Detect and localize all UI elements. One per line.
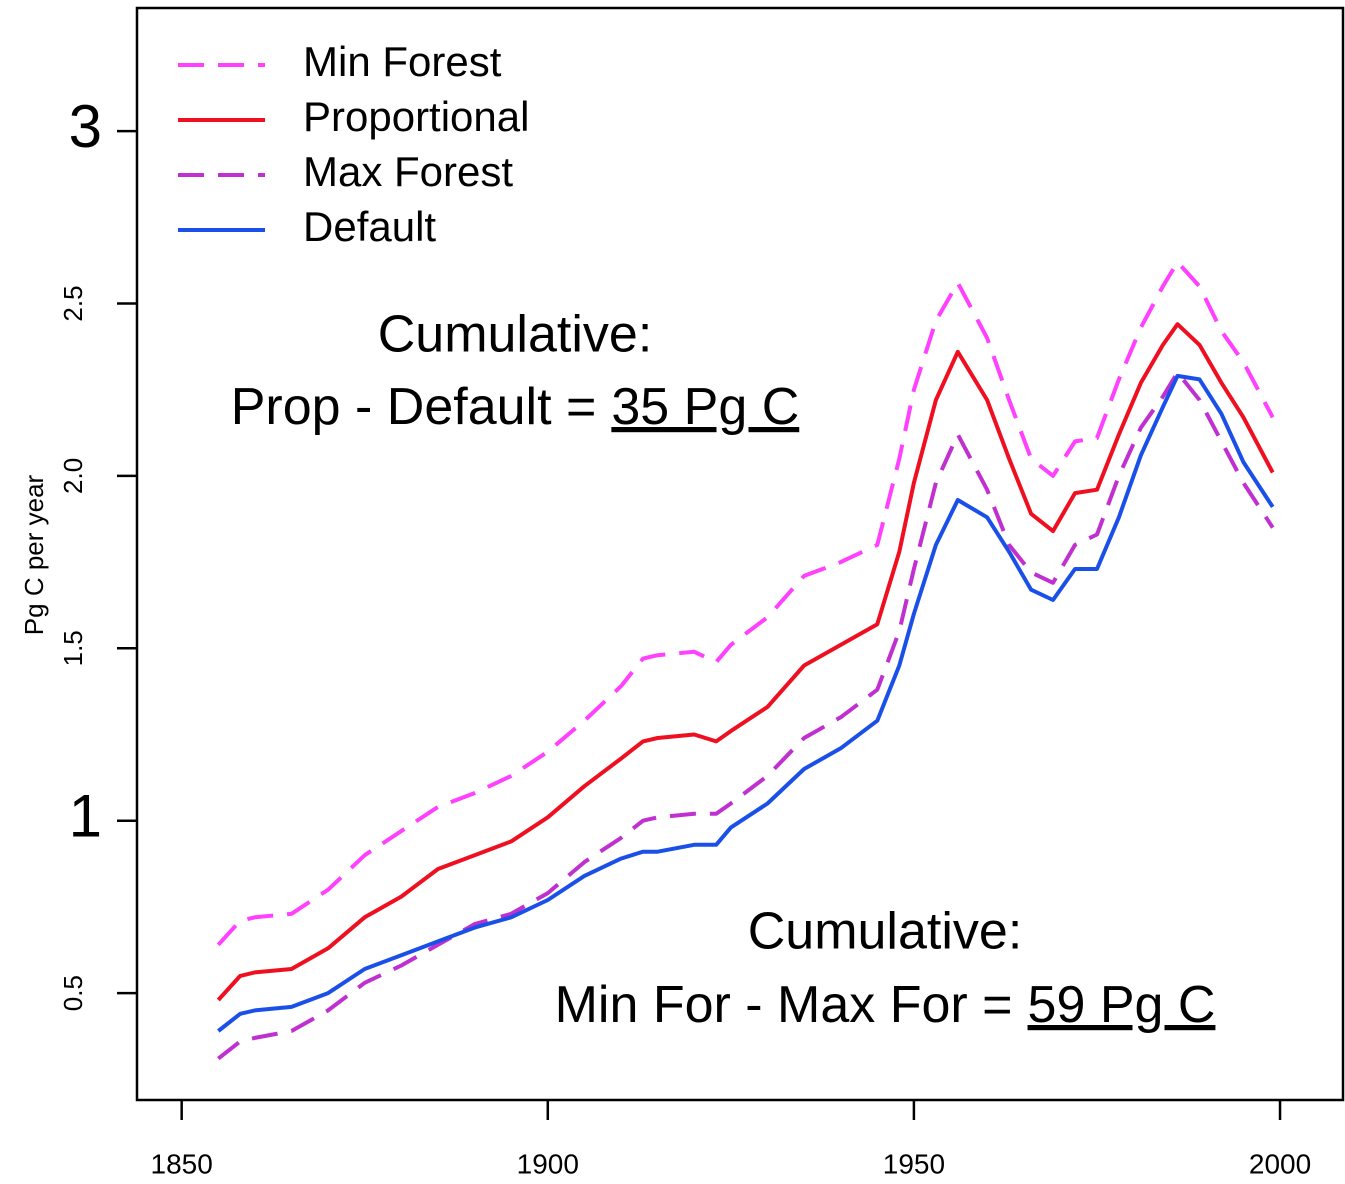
- annotation-text: Prop - Default = 35 Pg C: [231, 378, 800, 436]
- series-line: [216, 322, 1275, 1002]
- annotation-formula: Min For - Max For =: [555, 976, 1013, 1034]
- legend-label: Proportional: [303, 93, 529, 140]
- y-tick-label: 3: [69, 93, 102, 160]
- x-tick-label: 1900: [517, 1148, 579, 1179]
- legend-label: Default: [303, 203, 436, 250]
- y-tick-label: 2.5: [58, 285, 88, 321]
- annotation-text: Min For - Max For = 59 Pg C: [555, 976, 1216, 1034]
- annotation-formula: Prop - Default =: [231, 378, 597, 436]
- annotation-title: Cumulative:: [748, 903, 1023, 961]
- y-axis-label: Pg C per year: [19, 474, 49, 635]
- series-line: [216, 260, 1275, 947]
- y-tick-label: 2.0: [58, 458, 88, 494]
- y-tick-label: 1: [69, 783, 102, 850]
- y-tick-label: 1.5: [58, 630, 88, 666]
- plot-frame: [135, 6, 1345, 1102]
- annotation-value: 59 Pg C: [1028, 976, 1216, 1034]
- annotation-title: Cumulative:: [378, 306, 653, 364]
- legend-label: Max Forest: [303, 148, 513, 195]
- series-line: [217, 370, 1275, 1061]
- series-line: [217, 373, 1275, 1033]
- annotation-value: 35 Pg C: [611, 378, 799, 436]
- legend-label: Min Forest: [303, 38, 502, 85]
- x-tick-label: 2000: [1249, 1148, 1311, 1179]
- x-tick-label: 1850: [151, 1148, 213, 1179]
- y-tick-label: 0.5: [58, 975, 88, 1011]
- x-tick-label: 1950: [883, 1148, 945, 1179]
